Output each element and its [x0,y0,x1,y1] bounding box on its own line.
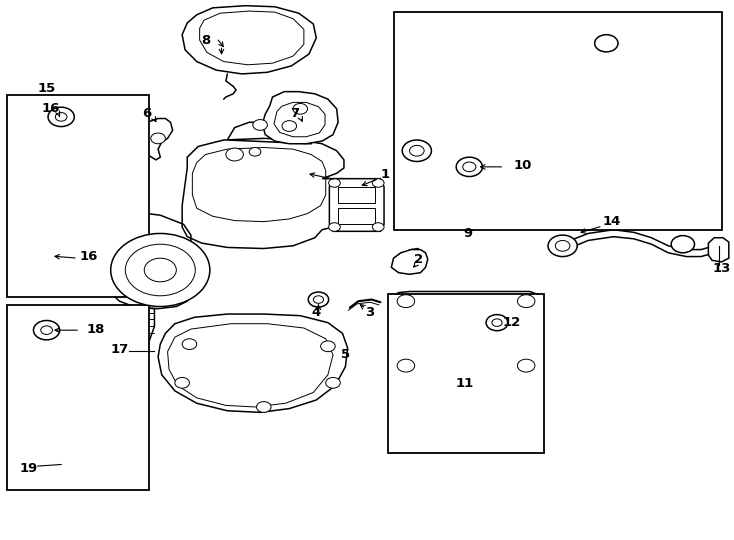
Circle shape [226,148,244,161]
Circle shape [517,295,535,308]
Circle shape [250,147,261,156]
Circle shape [492,319,502,326]
Text: 7: 7 [290,106,299,120]
Circle shape [282,120,297,131]
Polygon shape [708,238,729,262]
Circle shape [293,104,308,114]
Circle shape [55,113,67,121]
Circle shape [252,119,267,130]
Text: 12: 12 [503,316,520,329]
Text: 18: 18 [87,322,105,335]
Bar [393,12,722,229]
Circle shape [457,157,482,177]
Text: 17: 17 [110,343,128,356]
Circle shape [372,179,384,187]
Circle shape [41,326,52,334]
Circle shape [145,258,176,282]
Circle shape [308,292,329,307]
Circle shape [150,133,165,144]
Circle shape [410,145,424,156]
Text: 16: 16 [80,250,98,263]
Circle shape [548,235,577,256]
Bar [7,96,149,297]
Polygon shape [391,249,428,274]
Text: 16: 16 [42,103,60,116]
Circle shape [111,233,210,307]
Circle shape [321,341,335,352]
Circle shape [329,222,341,231]
Text: 19: 19 [20,462,38,475]
Circle shape [313,296,324,303]
Circle shape [175,377,189,388]
Circle shape [329,179,341,187]
Circle shape [48,107,74,126]
Text: 11: 11 [455,377,473,390]
Text: 13: 13 [712,262,730,275]
Circle shape [34,321,59,340]
Circle shape [671,235,694,253]
Text: 10: 10 [513,159,531,172]
Text: 3: 3 [365,307,374,320]
Circle shape [462,162,476,172]
Circle shape [256,402,271,413]
Text: 14: 14 [603,215,622,228]
Polygon shape [393,292,539,375]
Polygon shape [182,6,316,74]
Text: 6: 6 [142,106,152,120]
Text: 9: 9 [463,227,473,240]
Circle shape [397,295,415,308]
Circle shape [402,140,432,161]
Polygon shape [140,118,172,160]
Text: 2: 2 [414,253,423,266]
Circle shape [517,359,535,372]
Circle shape [556,240,570,251]
Text: 5: 5 [341,348,350,361]
Bar [7,305,149,490]
Polygon shape [262,92,338,144]
Circle shape [486,315,508,330]
Circle shape [397,359,415,372]
Circle shape [182,339,197,349]
Circle shape [326,377,341,388]
Polygon shape [700,29,722,45]
Polygon shape [158,314,348,413]
Text: 8: 8 [201,33,210,46]
Circle shape [372,222,384,231]
Text: 4: 4 [312,307,321,320]
Bar [388,294,545,453]
Circle shape [126,244,195,296]
Text: 1: 1 [381,168,390,181]
Polygon shape [61,107,83,126]
Polygon shape [330,179,384,231]
Circle shape [595,35,618,52]
Text: 15: 15 [37,82,56,95]
